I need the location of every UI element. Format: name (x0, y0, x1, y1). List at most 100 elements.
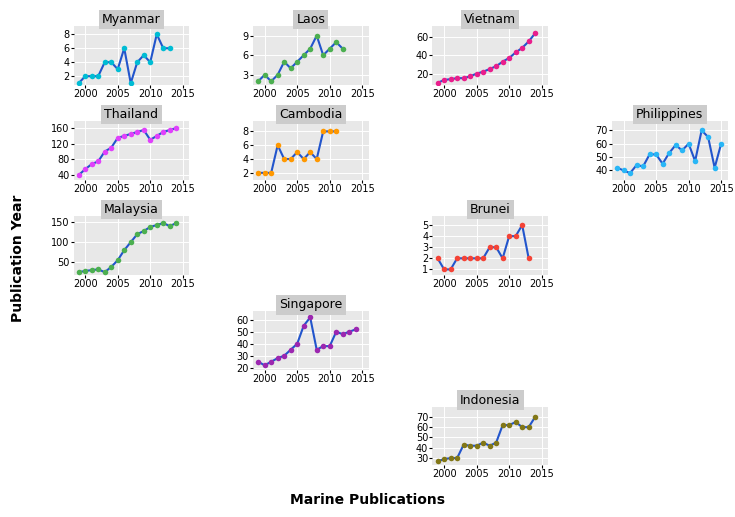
Point (171, 124, 182, 132)
Point (484, 65, 495, 73)
Point (330, 127, 342, 135)
Point (73, 268, 85, 276)
Point (458, 74, 470, 82)
Point (438, 455, 450, 463)
Point (637, 162, 649, 171)
Point (151, 132, 162, 140)
Point (86, 266, 98, 275)
Title: Malaysia: Malaysia (104, 203, 159, 216)
Point (477, 68, 489, 76)
Point (497, 57, 509, 66)
Point (79, 72, 91, 80)
Point (676, 146, 688, 155)
Point (272, 141, 284, 149)
Point (138, 51, 150, 59)
Point (164, 222, 176, 231)
Point (79, 165, 91, 173)
Point (663, 149, 675, 157)
Point (670, 141, 681, 149)
Point (138, 126, 150, 134)
Point (144, 135, 156, 144)
Point (458, 254, 470, 263)
Point (657, 160, 669, 168)
Point (151, 30, 162, 38)
Point (644, 150, 656, 159)
Point (118, 132, 130, 140)
Point (490, 62, 502, 70)
Point (451, 254, 463, 263)
Point (503, 421, 515, 429)
Point (503, 232, 515, 240)
Point (318, 342, 329, 351)
Point (451, 454, 463, 462)
Point (470, 442, 482, 450)
Point (490, 438, 502, 447)
Point (105, 58, 117, 66)
Point (144, 58, 156, 66)
Title: Myanmar: Myanmar (102, 13, 161, 26)
Point (484, 243, 495, 251)
Point (311, 32, 323, 40)
Point (112, 134, 123, 142)
Point (151, 221, 162, 229)
Point (252, 358, 264, 366)
Point (164, 44, 176, 52)
Point (86, 160, 98, 168)
Point (171, 219, 182, 227)
Point (93, 157, 104, 165)
Point (79, 267, 91, 275)
Point (291, 148, 303, 156)
Point (279, 57, 290, 66)
Title: Indonesia: Indonesia (460, 393, 520, 406)
Point (118, 44, 130, 52)
Title: Cambodia: Cambodia (279, 108, 343, 121)
Point (259, 361, 270, 370)
Point (105, 144, 117, 152)
Point (252, 169, 264, 177)
Title: Laos: Laos (296, 13, 326, 26)
Point (304, 44, 316, 53)
Point (132, 58, 143, 66)
Point (298, 322, 309, 330)
Point (291, 340, 303, 348)
Point (144, 223, 156, 231)
Point (451, 74, 463, 82)
Title: Vietnam: Vietnam (465, 13, 517, 26)
Point (265, 358, 277, 366)
Point (465, 254, 476, 263)
Point (715, 140, 727, 148)
Point (157, 128, 169, 136)
Point (98, 58, 110, 66)
Point (337, 44, 348, 53)
Point (484, 442, 495, 450)
Point (470, 69, 482, 78)
Text: Marine Publications: Marine Publications (290, 493, 445, 507)
Point (279, 155, 290, 163)
Point (523, 254, 534, 263)
Point (98, 147, 110, 156)
Point (132, 230, 143, 238)
Point (516, 44, 528, 52)
Point (298, 155, 309, 163)
Point (431, 79, 443, 87)
Point (112, 65, 123, 73)
Point (497, 421, 509, 429)
Point (702, 133, 714, 141)
Point (324, 342, 336, 351)
Point (157, 219, 169, 227)
Title: Singapore: Singapore (279, 298, 343, 311)
Point (330, 38, 342, 47)
Point (311, 345, 323, 354)
Title: Philippines: Philippines (636, 108, 703, 121)
Point (696, 126, 708, 134)
Point (93, 265, 104, 273)
Point (259, 169, 270, 177)
Point (516, 221, 528, 229)
Point (125, 238, 137, 246)
Point (445, 75, 456, 83)
Point (445, 454, 456, 462)
Point (490, 243, 502, 251)
Point (350, 325, 362, 333)
Point (86, 72, 98, 80)
Point (98, 268, 110, 276)
